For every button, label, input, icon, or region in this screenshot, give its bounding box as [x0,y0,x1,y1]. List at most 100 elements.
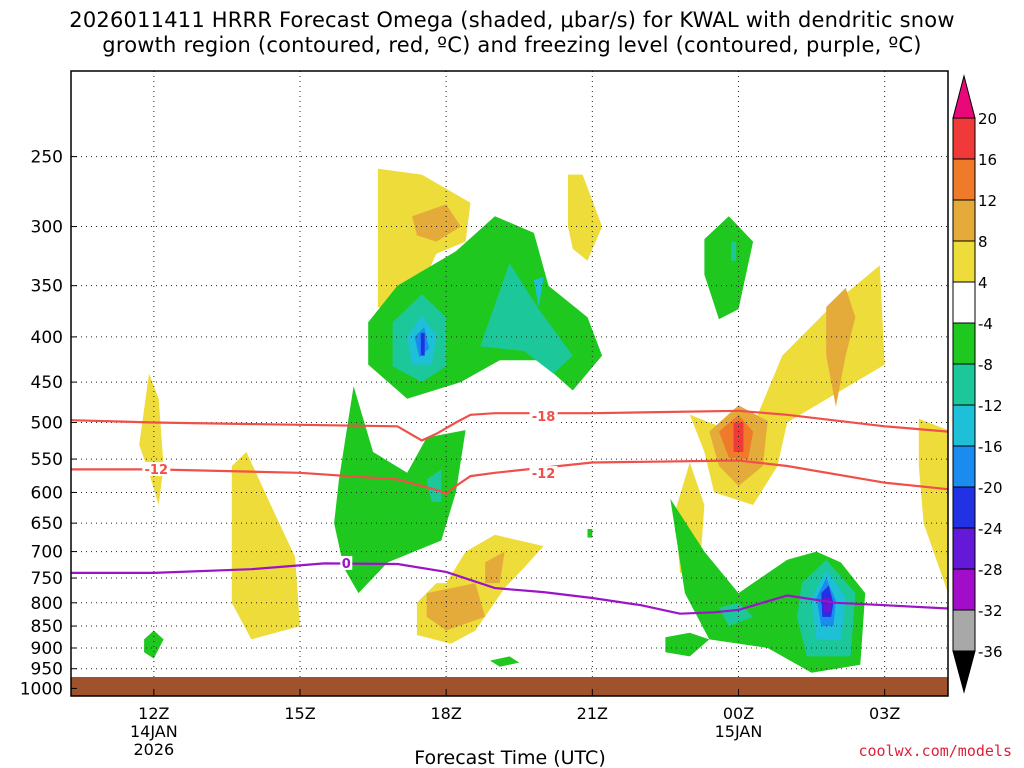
omega-region-35 [490,656,520,667]
omega-region-22 [334,386,466,594]
omega-region-24 [704,216,754,320]
y-tick-label-650: 650 [31,514,63,534]
colorbar-label-10: -24 [978,520,1003,538]
omega-region-37 [675,523,680,532]
colorbar-bin-12 [952,609,976,652]
contour-label-0: -18 [532,410,556,425]
y-tick-label-1000: 1000 [20,679,63,699]
omega-shading [139,168,948,673]
omega-region-34 [144,630,164,659]
contour-label-bg-3 [340,555,353,570]
colorbar-label-2: 12 [978,192,997,210]
colorbar-label-0: 20 [978,110,997,128]
y-tick-label-350: 350 [31,277,63,297]
contour-lines: -18 -12 -12 0 [71,409,948,615]
contour-label-2: -12 [532,467,556,482]
y-tick-label-950: 950 [31,660,63,680]
x-tick-label-18Z: 18Z [430,704,461,723]
omega-region-21 [533,276,544,307]
x-axis-label: Forecast Time (UTC) [414,747,605,768]
colorbar-label-7: -12 [978,397,1003,415]
y-tick-label-700: 700 [31,543,63,563]
contour-line-1 [71,459,948,495]
x-tick-label-21Z: 21Z [577,704,608,723]
colorbar-label-9: -20 [978,479,1003,497]
contour-label-1: -12 [145,463,169,478]
colorbar-label-8: -16 [978,438,1003,456]
y-tick-label-500: 500 [31,414,63,434]
colorbar-bin-5 [952,322,976,365]
y-tick-label-300: 300 [31,218,63,238]
y-tick-label-750: 750 [31,569,63,589]
colorbar-bin-3 [952,240,976,283]
omega-region-23 [426,469,442,502]
omega-region-20 [420,333,425,356]
colorbar-label-4: 4 [978,274,988,292]
contour-label-bg-2 [529,466,558,481]
colorbar-over-arrow [952,74,976,119]
omega-region-2 [568,174,603,261]
y-tick-label-900: 900 [31,639,63,659]
x-tick-date-00Z: 15JAN [715,722,763,741]
omega-region-1 [412,204,461,242]
ground-layer [71,677,948,696]
plot-frame [70,70,949,697]
x-tick-label-00Z: 00Z [723,704,754,723]
contour-line-0 [71,409,948,442]
omega-region-4 [231,452,300,640]
contour-label-bg-1 [142,462,171,477]
colorbar-bin-8 [952,445,976,488]
omega-region-8 [485,551,505,584]
omega-region-36 [587,529,593,538]
omega-region-32 [719,602,754,627]
site-credit: coolwx.com/models [858,742,1012,760]
y-tick-label-600: 600 [31,483,63,503]
y-tick-label-850: 850 [31,617,63,637]
omega-region-12 [733,422,744,452]
colorbar-label-6: -8 [978,356,993,374]
omega-region-0 [377,168,471,316]
chart-title-line1: 2026011411 HRRR Forecast Omega (shaded, … [69,8,955,32]
ground-band [71,677,948,696]
colorbar-bin-0 [952,117,976,160]
omega-region-13 [826,287,856,407]
omega-region-7 [426,583,486,631]
colorbar-bin-7 [952,404,976,447]
colorbar-bin-10 [952,527,976,570]
colorbar-label-1: 16 [978,151,997,169]
colorbar-label-11: -28 [978,561,1003,579]
x-tick-year-12Z: 2026 [133,740,174,759]
y-tick-label-250: 250 [31,148,63,168]
y-tick-label-450: 450 [31,373,63,393]
colorbar-label-3: 8 [978,233,988,251]
colorbar-label-13: -36 [978,643,1003,661]
y-tick-label-400: 400 [31,328,63,348]
chart-title-line2: growth region (contoured, red, ºC) and f… [102,33,922,57]
colorbar-label-12: -32 [978,602,1003,620]
colorbar-bin-11 [952,568,976,611]
y-axis: 2503003504004505005506006507007508008509… [20,148,77,699]
x-tick-label-12Z: 12Z [138,704,169,723]
x-tick-date-12Z: 14JAN [130,722,178,741]
omega-region-33 [665,632,710,657]
contour-label-bg-0 [529,409,558,424]
y-tick-label-550: 550 [31,450,63,470]
x-tick-label-03Z: 03Z [869,704,900,723]
x-tick-label-15Z: 15Z [284,704,315,723]
colorbar-bin-6 [952,363,976,406]
omega-region-25 [731,241,737,261]
colorbar-bin-2 [952,199,976,242]
omega-region-14 [918,418,948,594]
contour-label-3: 0 [342,557,351,572]
colorbar-label-5: -4 [978,315,993,333]
contour-line-3 [71,562,948,615]
y-tick-label-800: 800 [31,594,63,614]
colorbar-bin-4 [952,281,976,324]
colorbar-bin-1 [952,158,976,201]
colorbar-legend: 20 16 12 8 4 -4 -8 -12 -16 -20 -24 -28 -32 -36 [952,74,1003,694]
colorbar-under-arrow [952,650,976,694]
omega-region-16 [480,263,573,374]
colorbar-bin-9 [952,486,976,529]
